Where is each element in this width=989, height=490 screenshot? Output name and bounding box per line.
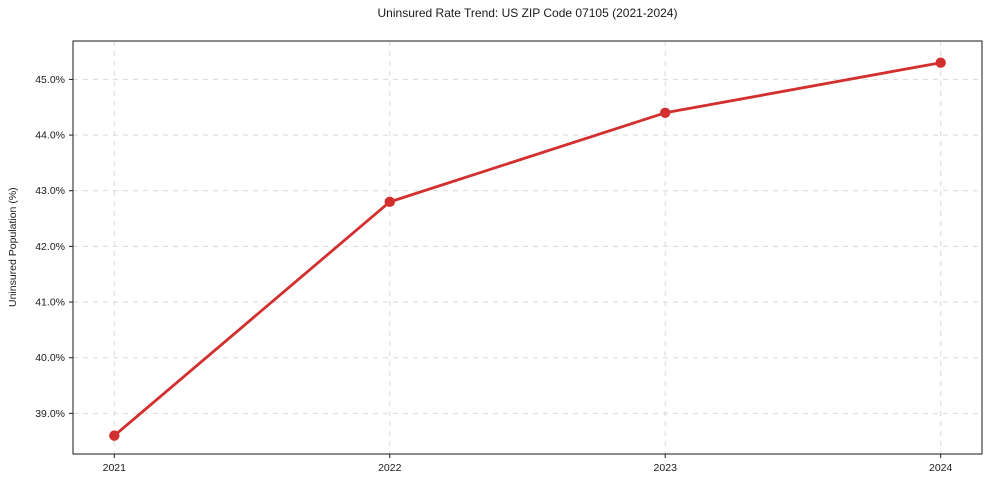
chart-title: Uninsured Rate Trend: US ZIP Code 07105 … [377,6,678,20]
y-tick-label: 44.0% [35,130,65,142]
y-tick-label: 45.0% [35,74,65,86]
data-point-marker [109,430,120,441]
axes-spines [72,40,983,455]
y-tick-label: 42.0% [35,241,65,253]
y-tick-label: 43.0% [35,185,65,197]
data-point-marker [660,107,671,119]
y-tick-label: 41.0% [35,297,65,309]
x-tick-label: 2022 [378,462,402,474]
x-tick-label: 2023 [654,462,678,474]
data-point-marker [935,57,946,68]
x-tick-label: 2021 [103,462,127,474]
trend-line [112,61,943,438]
x-tick-label: 2024 [929,462,953,474]
y-tick-label: 40.0% [35,352,65,364]
data-point-marker [384,196,395,208]
y-tick-label: 39.0% [35,408,65,420]
